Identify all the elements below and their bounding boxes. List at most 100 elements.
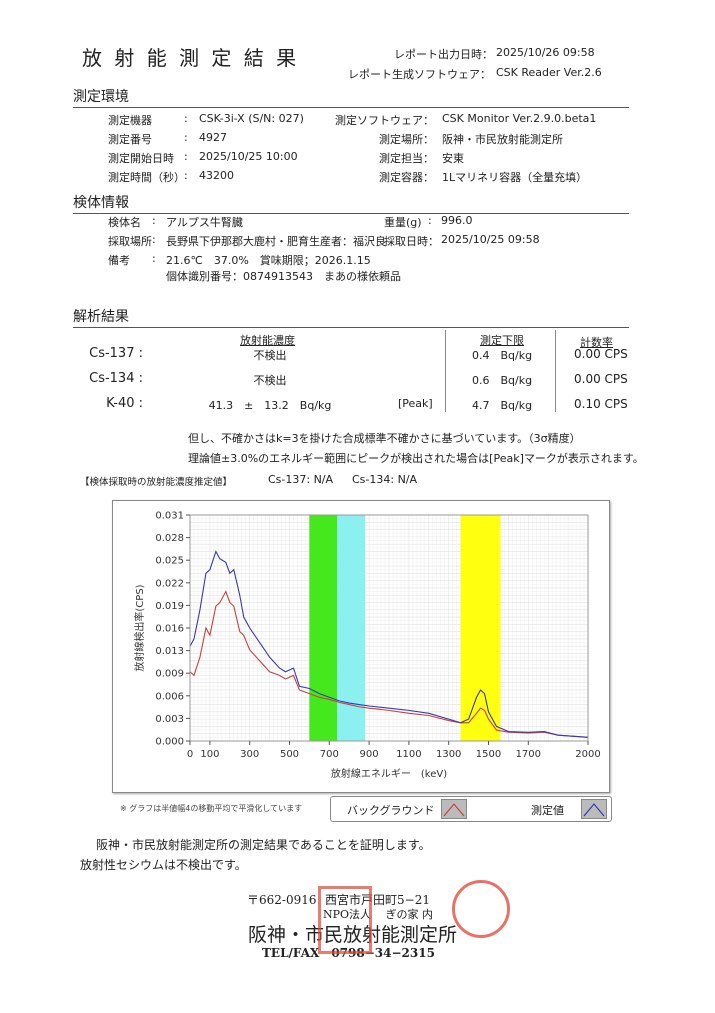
- weight-label: 重量(g): [384, 216, 422, 229]
- detection-limit: 0.4 Bq/kg: [472, 349, 533, 362]
- y-tick-label: 0.022: [155, 578, 184, 589]
- y-tick-label: 0.025: [155, 556, 184, 567]
- x-tick-label: 900: [360, 749, 379, 760]
- env-value: 1Lマリネリ容器（全量充填）: [442, 171, 588, 184]
- env-label: 測定番号: [108, 133, 152, 146]
- nuclide: K-40 :: [106, 396, 143, 411]
- count-rate: 0.00 CPS: [574, 372, 628, 386]
- place-label: 採取場所: [108, 235, 152, 248]
- env-value: 安東: [442, 152, 464, 165]
- sample-name-label: 検体名: [108, 216, 141, 229]
- address: 西宮市戸田町5−21: [325, 893, 430, 907]
- env-value: CSK Monitor Ver.2.9.0.beta1: [442, 112, 597, 125]
- organization-name: 阪神・市民放射能測定所: [248, 924, 458, 946]
- x-tick-label: 1300: [436, 749, 461, 760]
- y-tick-label: 0.013: [155, 646, 184, 657]
- env-label: 測定開始日時: [108, 152, 174, 165]
- concentration: 不検出: [253, 374, 287, 387]
- energy-band: [460, 515, 501, 741]
- note-label: 備考: [108, 254, 130, 267]
- place: 長野県下伊那郡大鹿村・肥育生産者：福沢良: [166, 235, 386, 248]
- y-tick-label: 0.009: [155, 669, 184, 680]
- peak-note: 理論値±3.0%のエネルギー範囲にピークが検出された場合は[Peak]マークが表…: [188, 452, 644, 465]
- count-rate: 0.00 CPS: [574, 347, 628, 361]
- nuclide: Cs-137 :: [89, 346, 143, 361]
- x-tick-label: 1700: [516, 749, 541, 760]
- y-tick-label: 0.019: [155, 601, 184, 612]
- y-tick-label: 0.028: [155, 533, 184, 544]
- address-2: NPO法人 ぎの家 内: [323, 908, 434, 921]
- note-line-2: 個体識別番号：0874913543 まあの様依頼品: [166, 270, 401, 283]
- section-results: 解析結果: [73, 306, 629, 328]
- square-seal-icon: [318, 886, 372, 954]
- y-tick-label: 0.000: [155, 737, 184, 748]
- estimate-cs137: Cs-137: N/A: [268, 473, 334, 486]
- concentration: 41.3 ± 13.2 Bq/kg: [208, 399, 332, 412]
- x-axis-label: 放射線エネルギー (keV): [331, 767, 447, 780]
- estimate-cs134: Cs-134: N/A: [352, 473, 418, 486]
- x-tick-label: 2000: [575, 749, 600, 760]
- report-software-label: レポート生成ソフトウェア：: [348, 68, 491, 81]
- col-rate: 計数率: [580, 336, 613, 349]
- x-tick-label: 500: [280, 749, 299, 760]
- env-value: 4927: [199, 131, 227, 144]
- chart-legend: バックグラウンド 測定値: [330, 796, 612, 822]
- detection-limit: 4.7 Bq/kg: [472, 399, 533, 412]
- x-tick-label: 100: [200, 749, 219, 760]
- count-rate: 0.10 CPS: [574, 397, 628, 411]
- series-line: [189, 550, 589, 738]
- output-date-label: レポート出力日時：: [394, 48, 493, 61]
- env-value: 43200: [199, 169, 234, 182]
- y-tick-label: 0.031: [155, 511, 184, 522]
- output-date: 2025/10/26 09:58: [496, 46, 595, 59]
- sample-date: 2025/10/25 09:58: [441, 233, 540, 246]
- concentration: 不検出: [253, 349, 287, 362]
- section-environment: 測定環境: [73, 86, 629, 108]
- report-software: CSK Reader Ver.2.6: [496, 66, 602, 79]
- section-sample: 検体情報: [73, 192, 629, 214]
- x-tick-label: 300: [240, 749, 259, 760]
- estimate-label: 【検体採取時の放射能濃度推定値】: [80, 477, 233, 488]
- energy-band: [309, 515, 338, 741]
- certification-text: 阪神・市民放射能測定所の測定結果であることを証明します。: [96, 838, 431, 852]
- env-value: CSK-3i-X (S/N: 027): [199, 112, 304, 125]
- spectrum-chart: 0.000 0.003 0.006 0.009 0.013 0.016 0.019 0.022…: [112, 500, 610, 793]
- legend-measured-swatch-icon: [581, 799, 607, 819]
- peak-mark: [Peak]: [398, 397, 433, 410]
- env-label: 測定容器：: [379, 171, 434, 184]
- x-tick-label: 700: [320, 749, 339, 760]
- spectrum-svg: 0.000 0.003 0.006 0.009 0.013 0.016 0.019 0.022…: [133, 511, 601, 781]
- env-value: 阪神・市民放射能測定所: [442, 133, 563, 146]
- chart-note: ※ グラフは半値幅4の移動平均で平滑化しています: [120, 804, 303, 813]
- sample-date-label: 採取日時：: [384, 235, 439, 248]
- y-tick-label: 0.016: [155, 624, 184, 635]
- x-tick-label: 0: [187, 749, 193, 760]
- env-label: 測定機器: [108, 114, 152, 127]
- env-label: 測定時間（秒）: [108, 171, 185, 184]
- nuclide: Cs-134 :: [89, 371, 143, 386]
- env-label: 測定場所：: [379, 133, 434, 146]
- note-line-1: 21.6℃ 37.0% 賞味期限；2026.1.15: [166, 254, 371, 267]
- legend-background-swatch-icon: [441, 799, 467, 819]
- y-tick-label: 0.003: [155, 714, 184, 725]
- report-title: 放 射 能 測 定 結 果: [82, 46, 300, 70]
- postal-code: 〒662-0916: [247, 893, 317, 907]
- legend-measured-label: 測定値: [531, 804, 564, 817]
- y-tick-label: 0.006: [155, 691, 184, 702]
- sample-name: アルプス牛腎臓: [166, 216, 243, 229]
- x-tick-label: 1100: [396, 749, 421, 760]
- env-label: 測定ソフトウェア：: [335, 114, 434, 127]
- detection-limit: 0.6 Bq/kg: [472, 374, 533, 387]
- weight: 996.0: [441, 214, 473, 227]
- round-seal-icon: [452, 880, 510, 938]
- env-label: 測定担当：: [379, 152, 434, 165]
- cesium-text: 放射性セシウムは不検出です。: [80, 858, 247, 872]
- col-concentration: 放射能濃度: [240, 334, 295, 347]
- col-limit: 測定下限: [480, 334, 524, 347]
- env-value: 2025/10/25 10:00: [199, 150, 298, 163]
- y-axis-label: 放射線検出率(CPS): [133, 584, 146, 671]
- uncertainty-note: 但し、不確かさはk=3を掛けた合成標準不確かさに基づいています。（3σ精度）: [188, 432, 581, 445]
- legend-background-label: バックグラウンド: [347, 804, 435, 817]
- series-line: [189, 590, 589, 738]
- x-tick-label: 1500: [476, 749, 501, 760]
